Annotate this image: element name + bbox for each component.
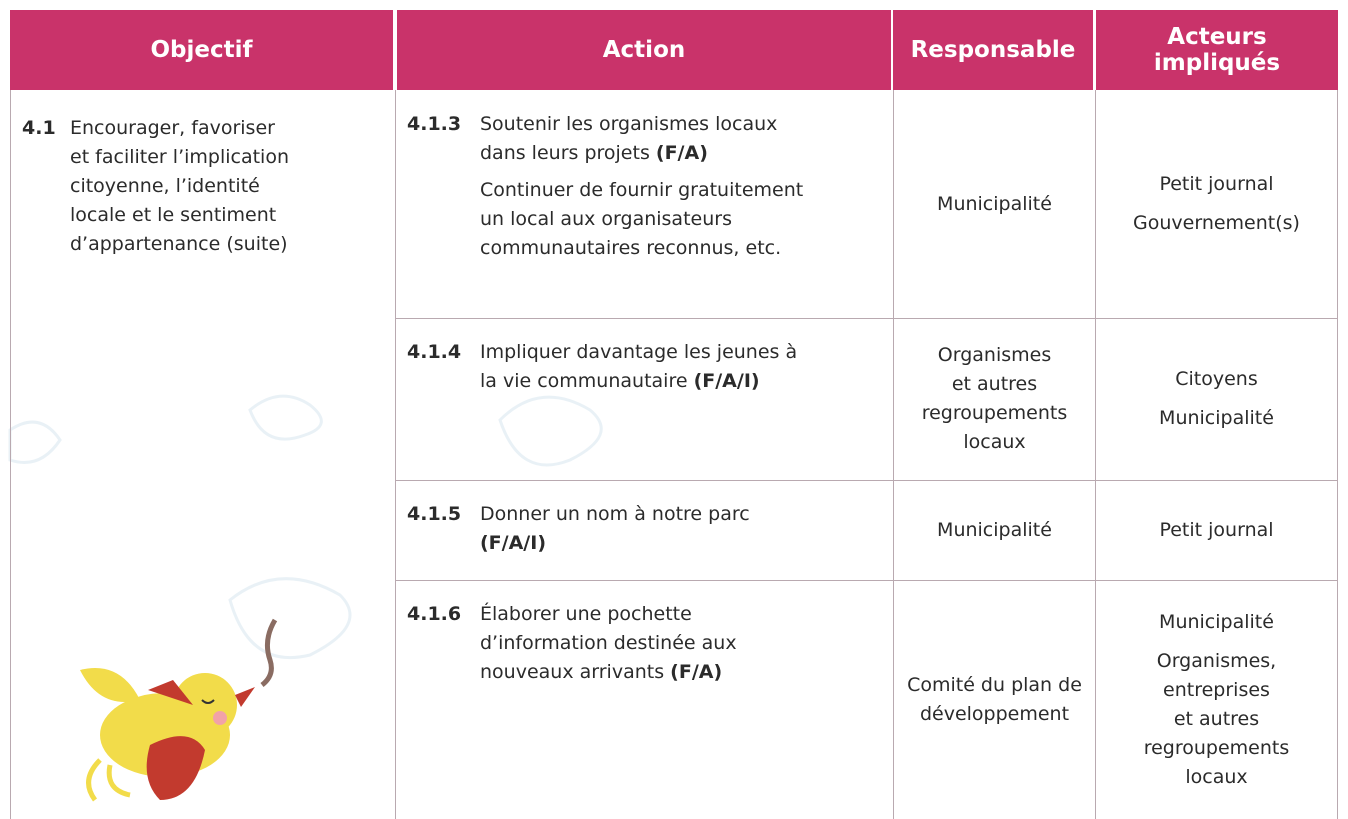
responsable-line: regroupements [921, 402, 1068, 424]
detail-line: Continuer de fournir gratuitement [480, 179, 804, 201]
action-line-text: Impliquer davantage les jeunes à [480, 341, 798, 363]
border [1337, 90, 1338, 819]
action-text: Élaborer une pochette d’information desti… [480, 600, 737, 687]
objective-line: citoyenne, l’identité [70, 175, 260, 197]
acteur-item: Municipalité [1159, 404, 1274, 433]
action-number: 4.1.3 [407, 113, 462, 135]
action-number: 4.1.4 [407, 341, 462, 363]
responsable-cell: Comité du plan de développement [894, 580, 1095, 819]
border [893, 90, 894, 819]
border [395, 480, 1338, 481]
action-line-text: Élaborer une pochette [480, 603, 692, 625]
acteur-line: Municipalité [1159, 407, 1274, 429]
acteurs-cell: Petit journal [1096, 480, 1337, 580]
action-cell: 4.1.3 Soutenir les organismes locaux dans … [395, 110, 893, 318]
acteur-line: Gouvernement(s) [1133, 212, 1300, 234]
header-objectif: Objectif [10, 10, 393, 90]
responsable-line: Municipalité [937, 192, 1052, 215]
acteur-line: et autres [1173, 707, 1260, 730]
detail-line: un local aux organisateurs [480, 208, 732, 230]
action-line-text: dans leurs projets [480, 142, 650, 164]
action-line-text: d’information destinée aux [480, 632, 737, 654]
action-line: la vie communautaire (F/A/I) [480, 367, 797, 396]
border [10, 90, 11, 819]
objective-text: Encourager, favoriser et faciliter l’impl… [70, 114, 289, 259]
action-line: dans leurs projets (F/A) [480, 139, 803, 168]
action-line-text: Donner un nom à notre parc [480, 503, 750, 525]
acteur-item: Organismes, entreprises et autres regroupem… [1144, 647, 1290, 792]
action-line: nouveaux arrivants (F/A) [480, 658, 737, 687]
objective-line: et faciliter l’implication [70, 146, 289, 168]
border [395, 580, 1338, 581]
action-text: Donner un nom à notre parc (F/A/I) [480, 500, 750, 558]
acteurs-cell: Citoyens Municipalité [1096, 318, 1337, 480]
action-tag: (F/A) [670, 661, 723, 683]
action-cell: 4.1.5 Donner un nom à notre parc (F/A/I) [395, 500, 893, 580]
action-line-text: nouveaux arrivants [480, 661, 665, 683]
action-line-text: la vie communautaire [480, 370, 688, 392]
action-tag: (F/A/I) [480, 532, 546, 554]
border [395, 90, 396, 819]
responsable-line: locaux [963, 431, 1026, 453]
responsable-line: Comité du plan de [907, 673, 1082, 696]
header-text: impliqués [1153, 50, 1281, 76]
responsable-cell: Municipalité [894, 480, 1095, 580]
border [1095, 90, 1096, 819]
action-number: 4.1.5 [407, 503, 462, 525]
header-acteurs: Acteurs impliqués [1096, 10, 1338, 90]
responsable-cell: Organismes et autres regroupements locaux [894, 318, 1095, 480]
action-line: d’information destinée aux [480, 629, 737, 658]
header-responsable: Responsable [893, 10, 1093, 90]
responsable-line: et autres [951, 373, 1038, 395]
objective-line: locale et le sentiment [70, 204, 277, 226]
acteur-line: Petit journal [1159, 518, 1274, 541]
acteur-item: Petit journal [1159, 516, 1273, 545]
header-action: Action [397, 10, 891, 90]
acteur-line: regroupements [1143, 736, 1290, 759]
action-line: Donner un nom à notre parc [480, 500, 750, 529]
acteur-item: Municipalité [1159, 608, 1274, 637]
action-line: Soutenir les organismes locaux [480, 110, 803, 139]
responsable-line: développement [919, 702, 1070, 725]
responsable-line: Municipalité [937, 518, 1052, 541]
acteurs-cell: Municipalité Organismes, entreprises et aut… [1096, 580, 1337, 819]
action-detail: Continuer de fournir gratuitement un loca… [480, 176, 803, 263]
responsable-cell: Municipalité [894, 90, 1095, 318]
acteur-item: Gouvernement(s) [1133, 209, 1300, 238]
acteur-line: entreprises [1163, 678, 1270, 701]
acteur-line: Organismes, [1156, 649, 1277, 672]
detail-line: communautaires reconnus, etc. [480, 237, 782, 259]
action-cell: 4.1.4 Impliquer davantage les jeunes à la … [395, 338, 893, 480]
border [395, 318, 1338, 319]
action-line: Élaborer une pochette [480, 600, 737, 629]
objective-number: 4.1 [22, 117, 56, 139]
action-cell: 4.1.6 Élaborer une pochette d’information … [395, 600, 893, 819]
responsable-line: Organismes [937, 344, 1052, 366]
acteur-line: Petit journal [1159, 173, 1274, 195]
header-text: Acteurs [1167, 24, 1267, 50]
action-tag: (F/A/I) [693, 370, 760, 392]
objective-line: d’appartenance (suite) [70, 233, 288, 255]
acteur-item: Citoyens [1175, 365, 1258, 394]
acteur-item: Petit journal [1159, 170, 1273, 199]
action-number: 4.1.6 [407, 603, 462, 625]
acteur-line: Citoyens [1175, 368, 1258, 390]
objective-line: Encourager, favoriser [70, 117, 275, 139]
acteur-line: Municipalité [1159, 610, 1274, 633]
action-text: Soutenir les organismes locaux dans leurs… [480, 110, 803, 263]
action-text: Impliquer davantage les jeunes à la vie c… [480, 338, 797, 396]
acteurs-cell: Petit journal Gouvernement(s) [1096, 90, 1337, 318]
acteur-line: locaux [1185, 765, 1248, 788]
action-tag: (F/A) [655, 142, 708, 164]
action-line: Impliquer davantage les jeunes à [480, 338, 797, 367]
action-line-text: Soutenir les organismes locaux [480, 113, 778, 135]
